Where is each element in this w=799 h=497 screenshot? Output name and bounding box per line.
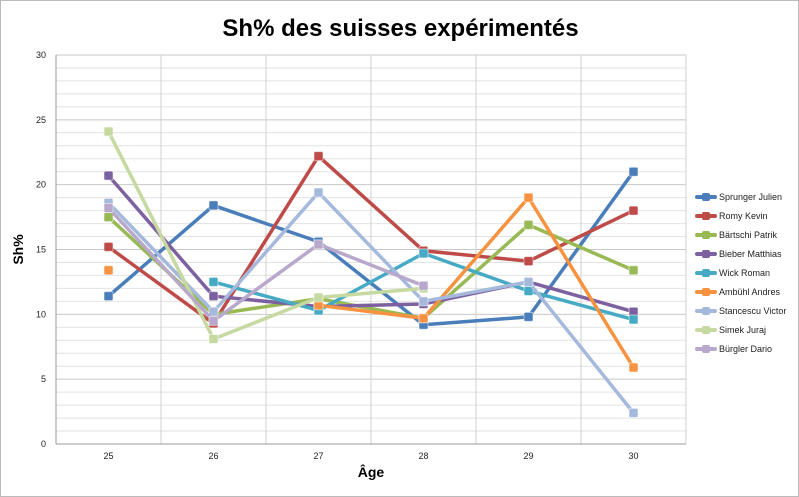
legend-item: Stancescu Victor — [695, 301, 798, 320]
legend-swatch — [695, 306, 717, 315]
legend-item: Bieber Matthias — [695, 244, 798, 263]
data-point — [418, 296, 429, 307]
legend-item: Ambühl Andres — [695, 282, 798, 301]
data-point — [103, 291, 114, 302]
series-line — [107, 206, 425, 323]
data-point — [313, 151, 324, 162]
x-tick-label: 30 — [628, 451, 638, 461]
legend-swatch — [695, 325, 717, 334]
legend-swatch — [695, 249, 717, 258]
data-point — [523, 311, 534, 322]
series-line — [318, 195, 635, 369]
legend: Sprunger Julien Romy Kevin Bärtschi Patrik… — [695, 187, 798, 358]
series-line — [107, 215, 635, 320]
data-point — [103, 126, 114, 137]
legend-item: Romy Kevin — [695, 206, 798, 225]
legend-label: Romy Kevin — [719, 210, 768, 221]
data-point — [103, 170, 114, 181]
x-tick-label: 27 — [313, 451, 323, 461]
y-axis-label: Sh% — [10, 234, 26, 265]
data-point — [208, 315, 219, 326]
data-point — [628, 265, 639, 276]
legend-label: Stancescu Victor — [719, 305, 787, 316]
data-point — [628, 314, 639, 325]
y-tick-label: 15 — [36, 245, 46, 255]
data-point — [418, 248, 429, 259]
legend-swatch — [695, 268, 717, 277]
legend-item: Sprunger Julien — [695, 187, 798, 206]
x-axis-label: Âge — [358, 463, 385, 480]
y-tick-label: 25 — [36, 115, 46, 125]
legend-label: Sprunger Julien — [719, 191, 783, 202]
data-point — [313, 292, 324, 303]
data-point — [103, 241, 114, 252]
legend-label: Simek Juraj — [719, 324, 767, 335]
y-tick-label: 0 — [41, 439, 46, 449]
data-point — [523, 256, 534, 267]
data-point — [628, 166, 639, 177]
data-point — [103, 203, 114, 214]
legend-swatch — [695, 287, 717, 296]
series-line — [107, 154, 635, 326]
legend-item: Bärtschi Patrik — [695, 225, 798, 244]
data-point — [313, 239, 324, 250]
y-tick-label: 20 — [36, 180, 46, 190]
legend-item: Bürgler Dario — [695, 339, 798, 358]
legend-item: Simek Juraj — [695, 320, 798, 339]
series-line — [106, 130, 424, 341]
data-point — [418, 280, 429, 291]
legend-swatch — [695, 192, 717, 201]
legend-swatch — [695, 211, 717, 220]
data-point — [523, 276, 534, 287]
series-line — [107, 174, 634, 314]
chart-title: Sh% des suisses expérimentés — [222, 15, 579, 42]
data-point — [313, 187, 324, 198]
legend-label: Bürgler Dario — [719, 343, 773, 354]
x-tick-label: 25 — [103, 451, 113, 461]
series-line — [107, 190, 635, 414]
data-point — [523, 192, 534, 203]
legend-label: Bärtschi Patrik — [719, 229, 778, 240]
data-point — [628, 407, 639, 418]
x-tick-label: 29 — [523, 451, 533, 461]
data-point — [103, 265, 114, 276]
data-point — [208, 200, 219, 211]
legend-label: Wick Roman — [719, 267, 771, 278]
legend-label: Ambühl Andres — [719, 286, 781, 297]
data-point — [208, 333, 219, 344]
data-point — [523, 219, 534, 230]
y-tick-label: 10 — [36, 309, 46, 319]
data-point — [208, 276, 219, 287]
y-tick-label: 30 — [36, 50, 46, 60]
x-tick-label: 28 — [418, 451, 428, 461]
y-tick-label: 5 — [41, 374, 46, 384]
data-point — [418, 313, 429, 324]
x-tick-label: 26 — [208, 451, 218, 461]
legend-swatch — [695, 230, 717, 239]
legend-item: Wick Roman — [695, 263, 798, 282]
legend-swatch — [695, 344, 717, 353]
data-point — [628, 362, 639, 373]
data-point — [208, 291, 219, 302]
legend-label: Bieber Matthias — [719, 248, 782, 259]
data-point — [628, 205, 639, 216]
